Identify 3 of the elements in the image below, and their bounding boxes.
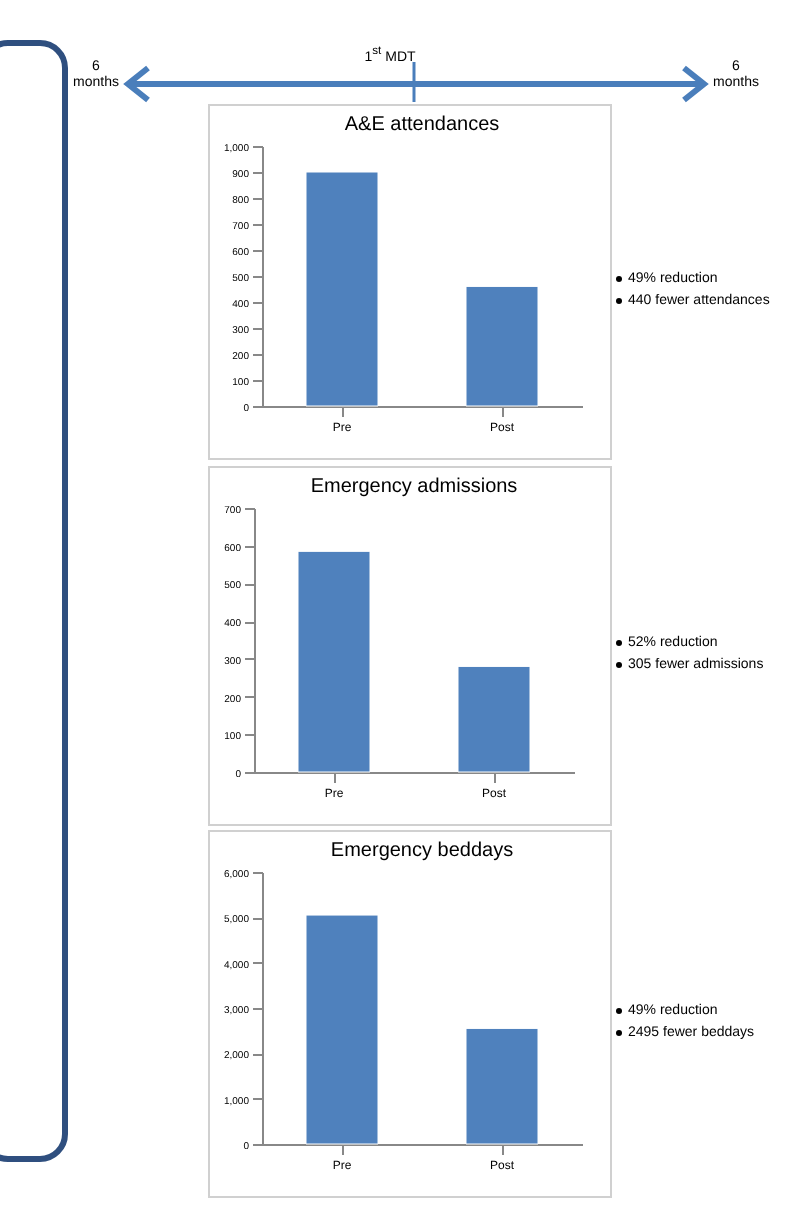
chart-title: Emergency admissions (310, 476, 518, 498)
chart-title: A&E attendances (344, 114, 500, 136)
chart-title: Emergency beddays (330, 840, 514, 862)
